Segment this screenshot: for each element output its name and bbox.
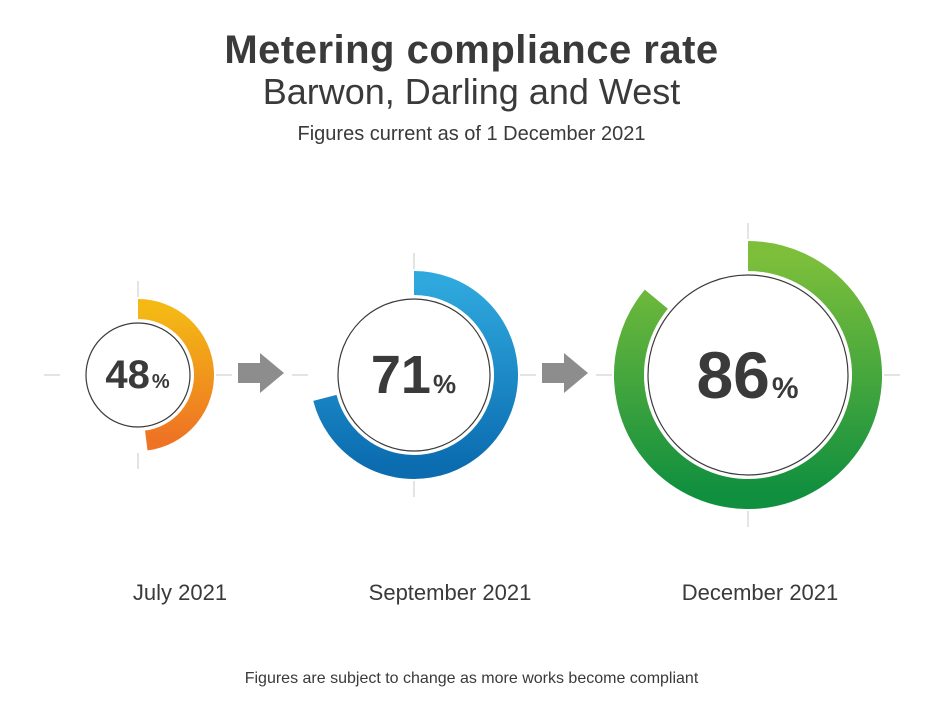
donut-value-number: 48 (105, 353, 150, 398)
donut-label: July 2021 (60, 580, 300, 606)
donut-chart: 48% (44, 281, 232, 469)
page-subtitle: Barwon, Darling and West (0, 71, 943, 113)
page-title: Metering compliance rate (0, 28, 943, 73)
as-of-text: Figures current as of 1 December 2021 (0, 123, 943, 146)
arrow-right-icon (238, 351, 286, 400)
donut-chart: 71% (292, 253, 536, 497)
donut-label: September 2021 (330, 580, 570, 606)
donut-label: December 2021 (640, 580, 880, 606)
donut-value: 71% (292, 344, 536, 406)
percent-sign: % (152, 371, 170, 394)
donut-chart: 86% (596, 223, 900, 527)
arrow-right-icon (542, 351, 590, 400)
percent-sign: % (772, 372, 799, 406)
percent-sign: % (433, 369, 456, 400)
donut-value-number: 71 (371, 344, 431, 406)
donut-chart-row: 48% 71% (0, 210, 943, 540)
donut-value-number: 86 (696, 337, 769, 413)
footnote-text: Figures are subject to change as more wo… (0, 670, 943, 688)
donut-value: 48% (44, 353, 232, 398)
donut-value: 86% (596, 337, 900, 413)
